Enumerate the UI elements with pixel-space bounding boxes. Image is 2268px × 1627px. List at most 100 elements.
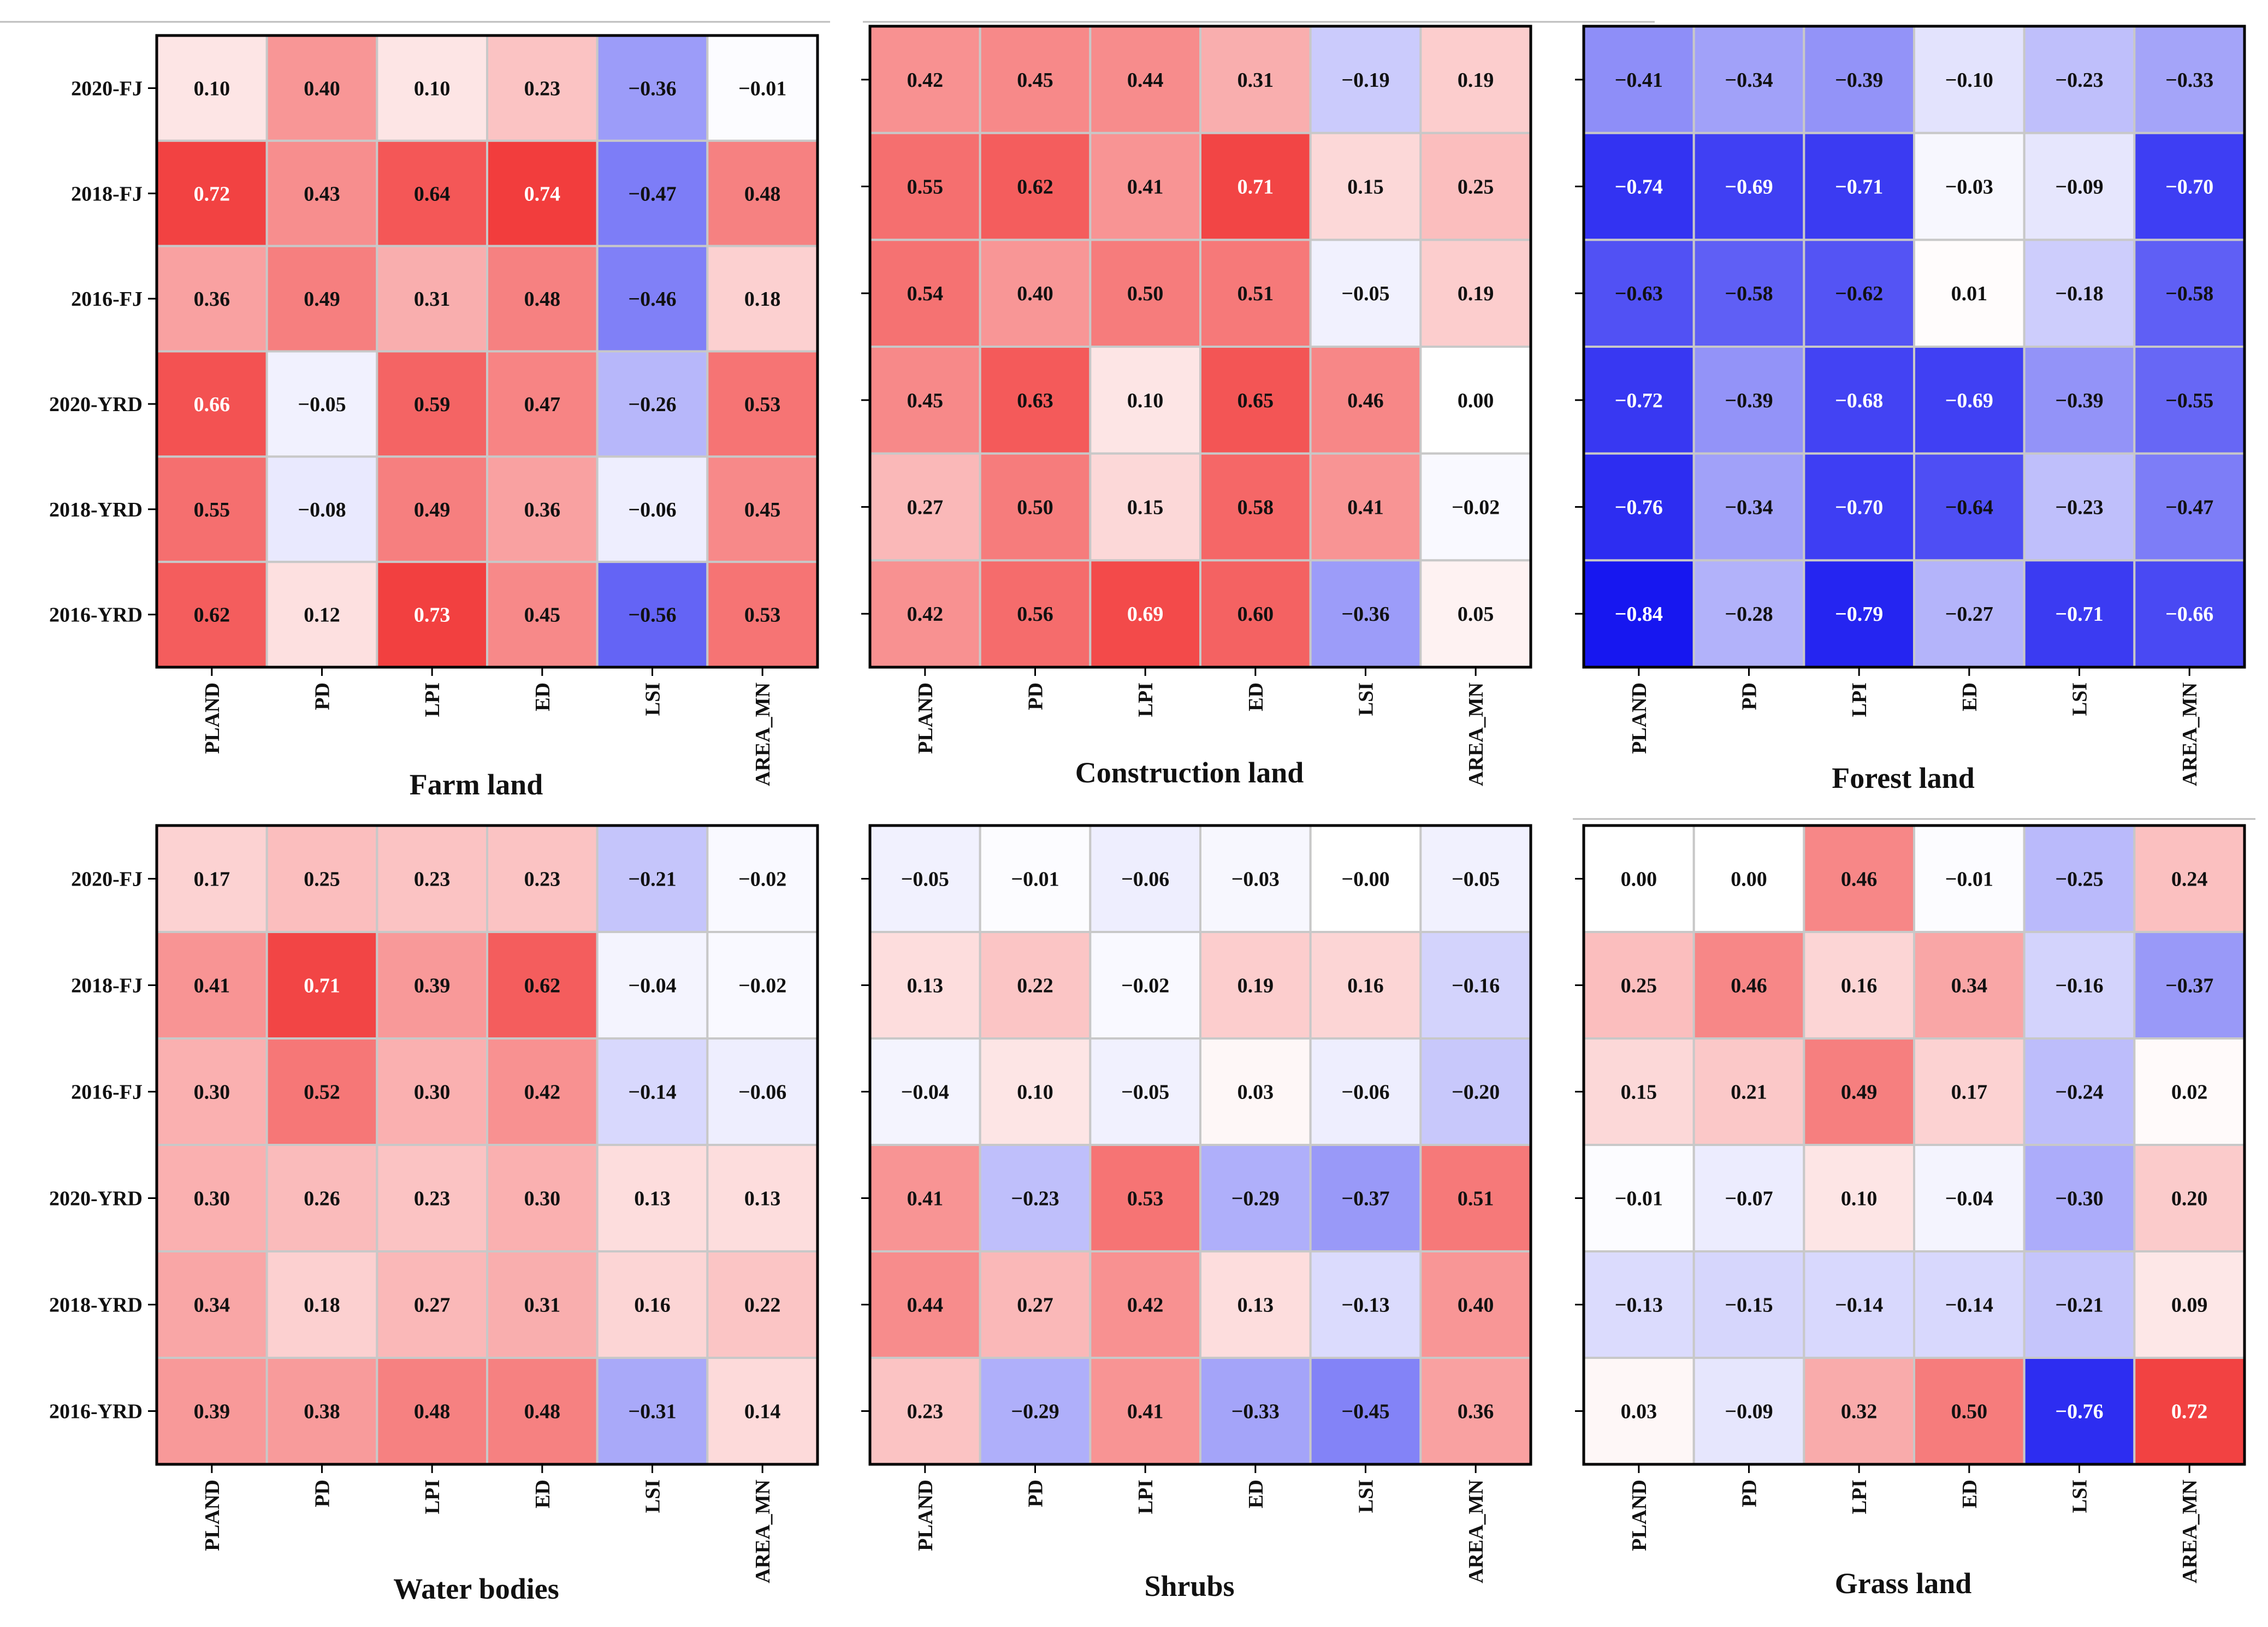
row-label: 2016-FJ (71, 288, 143, 311)
cell-value-label: 0.31 (414, 288, 451, 311)
cell-value-label: 0.39 (414, 975, 451, 997)
cell-value-label: −0.02 (1452, 496, 1500, 519)
cell-value-label: −0.28 (1725, 603, 1773, 626)
cell-value-label: −0.04 (628, 975, 676, 997)
panel-forest-land: −0.41 −0.34 −0.39 −0.10 −0.23 −0.33 −0.74 −0.69… (1575, 25, 2246, 794)
cell-value-label: 0.21 (1731, 1081, 1767, 1104)
heatmap-cell (1309, 452, 1422, 562)
cell-value-label: 0.22 (1017, 975, 1053, 997)
heatmap-cell (1089, 25, 1202, 134)
cell-value-label: 0.46 (1841, 868, 1878, 891)
cell-value-label: 0.17 (1951, 1081, 1988, 1104)
cell-value-label: 0.55 (194, 498, 230, 521)
column-label: PD (1025, 1480, 1047, 1507)
cell-value-label: −0.29 (1231, 1187, 1280, 1210)
cell-value-label: −0.39 (1725, 389, 1773, 412)
cell-value-label: −0.14 (1945, 1294, 1993, 1317)
heatmap-cell (596, 245, 709, 353)
column-label: PLAND (1628, 682, 1651, 754)
heatmap-cell (1583, 1250, 1695, 1359)
heatmap-cell (1309, 559, 1422, 669)
cell-value-label: −0.07 (1725, 1187, 1773, 1210)
cell-value-label: 0.44 (1127, 69, 1164, 92)
heatmap-cell (1913, 132, 2026, 241)
heatmap-cell (1199, 346, 1312, 455)
cell-value-label: −0.71 (2055, 603, 2103, 626)
cell-value-label: −0.33 (1231, 1400, 1280, 1423)
heatmap-cell (979, 559, 1092, 669)
cell-value-label: 0.05 (1458, 603, 1494, 626)
cell-value-label: −0.14 (628, 1081, 676, 1104)
heatmap-cell (1803, 132, 1915, 241)
heatmap-cell (1419, 559, 1532, 669)
cell-value-label: 0.42 (1127, 1294, 1164, 1317)
row-label: 2020-FJ (71, 868, 143, 891)
cell-value-label: −0.01 (1615, 1187, 1663, 1210)
cell-value-label: 0.40 (304, 77, 340, 100)
heatmap-cell (2023, 25, 2136, 134)
column-label: PLAND (201, 682, 224, 754)
heatmap-cell (265, 245, 378, 353)
heatmap-cell (1419, 239, 1532, 348)
heatmap-cell (596, 1037, 709, 1146)
cell-value-label: −0.05 (298, 393, 346, 416)
heatmap-cell (376, 139, 488, 247)
column-label: ED (1958, 682, 1981, 711)
heatmap-cell (265, 931, 378, 1040)
cell-value-label: 0.71 (304, 975, 340, 997)
heatmap-cell (2023, 1357, 2136, 1465)
cell-value-label: 0.13 (744, 1187, 781, 1210)
cell-value-label: 0.44 (907, 1294, 944, 1317)
heatmap-cell (1089, 239, 1202, 348)
column-label: ED (531, 682, 554, 711)
cell-value-label: 0.59 (414, 393, 451, 416)
cell-value-label: −0.05 (1341, 282, 1389, 305)
heatmap-cell (869, 1357, 981, 1465)
heatmap-cell (2133, 1250, 2246, 1359)
heatmap-cell (265, 1250, 378, 1359)
heatmap-cell (1419, 452, 1532, 562)
cell-value-label: −0.34 (1725, 69, 1773, 92)
cell-value-label: 0.49 (304, 288, 340, 311)
cell-value-label: 0.16 (634, 1294, 671, 1317)
cell-value-label: −0.24 (2055, 1081, 2103, 1104)
heatmap-cell (2023, 1250, 2136, 1359)
heatmap-cell (2133, 1037, 2246, 1146)
heatmap-cell (596, 1357, 709, 1465)
cell-value-label: 0.13 (634, 1187, 671, 1210)
heatmap-cell (486, 1037, 599, 1146)
heatmap-cell (2023, 239, 2136, 348)
heatmap-cell (265, 139, 378, 247)
heatmap-cell (1419, 1144, 1532, 1252)
cell-value-label: 0.09 (2171, 1294, 2208, 1317)
cell-value-label: −0.26 (628, 393, 676, 416)
cell-value-label: 0.41 (1347, 496, 1384, 519)
heatmap-cell (376, 350, 488, 458)
heatmap-cell (156, 455, 268, 563)
panel-frame (155, 824, 819, 1466)
cell-value-label: 0.10 (1127, 389, 1164, 412)
cell-value-label: −0.39 (1835, 69, 1883, 92)
cell-value-label: −0.03 (1945, 176, 1993, 199)
row-label: 2020-FJ (71, 77, 143, 100)
cell-value-label: 0.10 (194, 77, 230, 100)
column-label: ED (1958, 1480, 1981, 1509)
heatmap-cell (979, 1357, 1092, 1465)
column-label: LSI (642, 1480, 665, 1513)
heatmap-cell (1583, 452, 1695, 562)
cell-value-label: −0.14 (1835, 1294, 1883, 1317)
panel-title: Water bodies (393, 1572, 559, 1605)
cell-value-label: 0.43 (304, 182, 340, 205)
cell-value-label: 0.23 (524, 77, 561, 100)
heatmap-cell (706, 455, 819, 563)
cell-value-label: 0.31 (1237, 69, 1274, 92)
heatmap-cell (1803, 559, 1915, 669)
heatmap-cell (979, 1250, 1092, 1359)
cell-value-label: 0.32 (1841, 1400, 1878, 1423)
cell-value-label: −0.84 (1615, 603, 1663, 626)
cell-value-label: −0.16 (2055, 975, 2103, 997)
column-label: PLAND (914, 682, 937, 754)
column-label: PD (311, 1480, 334, 1507)
cell-value-label: −0.37 (1341, 1187, 1389, 1210)
cell-value-label: −0.02 (1121, 975, 1169, 997)
